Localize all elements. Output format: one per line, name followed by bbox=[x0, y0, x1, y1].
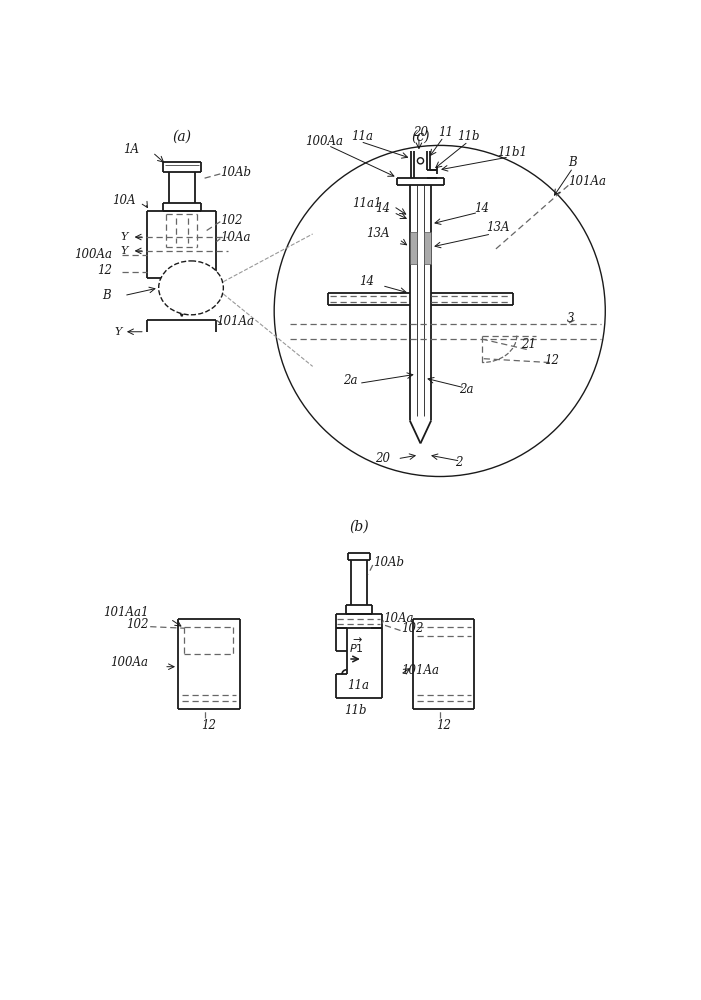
Text: 2a: 2a bbox=[343, 374, 358, 387]
Text: (b): (b) bbox=[349, 520, 369, 534]
Circle shape bbox=[274, 145, 605, 477]
Text: 13A: 13A bbox=[486, 221, 510, 234]
Text: 102: 102 bbox=[401, 622, 423, 635]
Text: 12: 12 bbox=[544, 354, 559, 367]
Text: 12: 12 bbox=[97, 264, 112, 277]
Text: 14: 14 bbox=[475, 202, 489, 215]
Text: 21: 21 bbox=[521, 338, 536, 351]
Text: 102: 102 bbox=[126, 618, 149, 631]
Text: 101Aa: 101Aa bbox=[217, 315, 254, 328]
Text: 10Ab: 10Ab bbox=[220, 166, 251, 179]
Text: 13A: 13A bbox=[366, 227, 390, 240]
Text: 10Aa: 10Aa bbox=[220, 231, 251, 244]
Text: 10Ab: 10Ab bbox=[373, 556, 404, 569]
Text: 11a: 11a bbox=[347, 679, 369, 692]
Text: 3: 3 bbox=[567, 312, 574, 325]
Text: 10Aa: 10Aa bbox=[383, 612, 414, 625]
Text: B: B bbox=[102, 289, 111, 302]
Text: 12: 12 bbox=[201, 719, 216, 732]
Text: 102: 102 bbox=[220, 214, 243, 227]
Text: 20: 20 bbox=[374, 452, 390, 465]
Text: 2a: 2a bbox=[459, 383, 473, 396]
Text: 14: 14 bbox=[374, 202, 390, 215]
Text: B: B bbox=[569, 156, 577, 169]
Text: 100Aa: 100Aa bbox=[305, 135, 343, 148]
Text: 101Aa: 101Aa bbox=[569, 175, 606, 188]
Text: 11b: 11b bbox=[343, 704, 367, 717]
Text: 101Aa1: 101Aa1 bbox=[103, 606, 149, 619]
Bar bbox=[423, 232, 431, 264]
Text: 1A: 1A bbox=[123, 143, 139, 156]
Text: (c): (c) bbox=[411, 130, 430, 144]
Ellipse shape bbox=[158, 261, 224, 315]
Text: 100Aa: 100Aa bbox=[74, 248, 112, 261]
Text: 11a1: 11a1 bbox=[353, 197, 382, 210]
Text: 12: 12 bbox=[436, 719, 451, 732]
Text: 11a: 11a bbox=[351, 130, 373, 143]
Text: 14: 14 bbox=[360, 275, 374, 288]
Text: Y: Y bbox=[121, 232, 128, 242]
Text: $\overrightarrow{P1}$: $\overrightarrow{P1}$ bbox=[349, 637, 364, 655]
Text: (a): (a) bbox=[172, 130, 191, 144]
Text: Y: Y bbox=[121, 246, 128, 256]
Text: 11b: 11b bbox=[458, 130, 480, 143]
Bar bbox=[409, 232, 417, 264]
Text: 101Aa: 101Aa bbox=[401, 664, 440, 677]
Text: Y: Y bbox=[114, 327, 122, 337]
Text: 2: 2 bbox=[455, 456, 463, 469]
Text: 11: 11 bbox=[438, 126, 453, 139]
Circle shape bbox=[417, 158, 423, 164]
Text: 11b1: 11b1 bbox=[498, 146, 527, 159]
Text: 10A: 10A bbox=[112, 194, 135, 207]
Text: 100Aa: 100Aa bbox=[111, 656, 149, 669]
Text: 20: 20 bbox=[413, 126, 428, 139]
